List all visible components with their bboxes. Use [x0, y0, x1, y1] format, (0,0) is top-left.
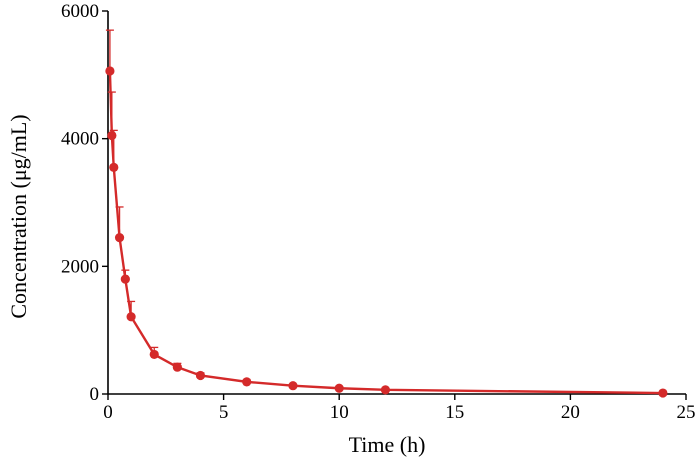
y-tick-label: 2000 [61, 256, 99, 277]
data-point [126, 312, 136, 322]
data-point [242, 377, 252, 387]
y-axis-title: Concentration (μg/mL) [6, 114, 31, 318]
data-point [109, 162, 119, 172]
data-point [288, 381, 298, 391]
series-line [108, 70, 663, 395]
data-point [334, 383, 344, 393]
data-series [105, 66, 668, 398]
y-tick-label: 4000 [61, 129, 99, 150]
data-point [149, 349, 159, 360]
data-point [172, 362, 182, 372]
axis-labels: Time (h) Concentration (μg/mL) [6, 114, 425, 457]
y-tick-label: 6000 [61, 1, 99, 22]
x-tick-label: 10 [330, 402, 349, 423]
y-tick-label: 0 [90, 384, 100, 405]
data-point [658, 388, 668, 398]
data-point [120, 274, 130, 284]
data-point [105, 66, 115, 76]
x-tick-label: 20 [561, 402, 580, 423]
data-point [107, 130, 117, 141]
x-tick-label: 25 [677, 402, 696, 423]
x-tick-label: 0 [103, 402, 113, 423]
axis-ticks: 0 5 10 15 20 25 0 2000 4000 6000 [61, 1, 696, 423]
x-tick-label: 15 [445, 402, 464, 423]
x-axis-title: Time (h) [349, 432, 426, 457]
error-bars [105, 29, 667, 394]
data-point [380, 385, 391, 395]
x-tick-label: 5 [219, 402, 229, 423]
axes [107, 11, 686, 395]
data-point [114, 233, 125, 243]
data-point [195, 370, 206, 381]
